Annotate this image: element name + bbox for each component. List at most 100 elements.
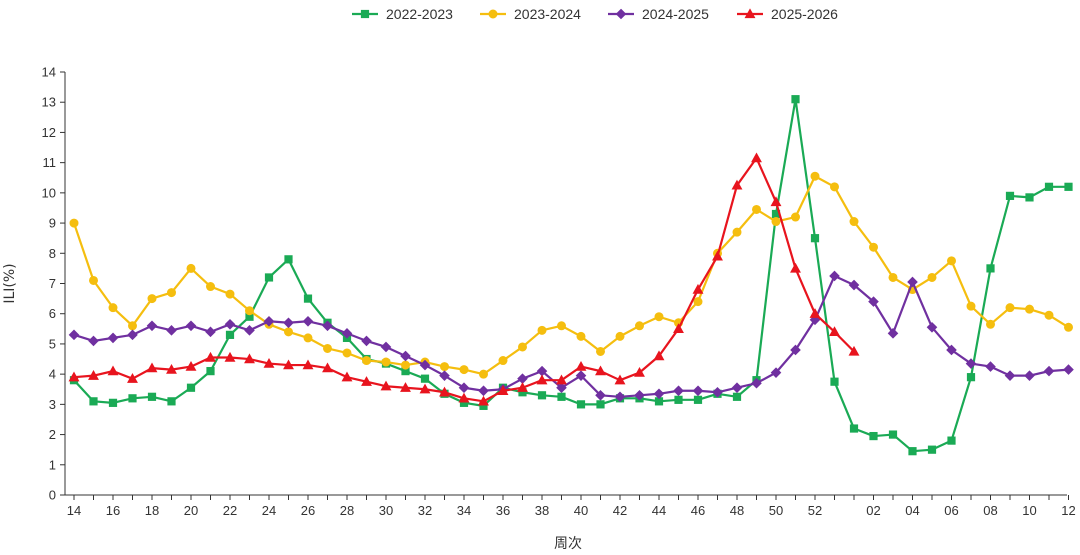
data-point-2023-2024	[849, 217, 859, 227]
data-point-2025-2026	[536, 374, 548, 385]
legend-item-2024-2025[interactable]: 2024-2025	[608, 6, 709, 22]
data-point-2022-2023	[89, 397, 98, 406]
legend-label: 2024-2025	[642, 6, 709, 22]
data-point-2022-2023	[1005, 191, 1015, 200]
data-point-2024-2025	[458, 382, 470, 394]
data-point-2022-2023	[167, 397, 176, 406]
x-tick-label: 38	[535, 503, 549, 518]
data-point-2022-2023	[206, 367, 215, 376]
data-point-2024-2025	[244, 325, 255, 336]
data-point-2023-2024	[927, 272, 937, 282]
legend-label: 2022-2023	[386, 6, 453, 22]
data-point-2022-2023	[1025, 193, 1034, 202]
data-point-2025-2026	[224, 351, 236, 362]
data-point-2022-2023	[420, 374, 430, 383]
legend-item-2023-2024[interactable]: 2023-2024	[480, 6, 581, 22]
data-point-2023-2024	[732, 227, 742, 237]
data-point-2022-2023	[791, 95, 800, 104]
data-point-2025-2026	[302, 359, 314, 370]
data-point-2023-2024	[693, 297, 703, 307]
y-tick-label: 0	[49, 488, 56, 503]
data-point-2025-2026	[419, 383, 431, 394]
x-tick-label: 48	[730, 503, 744, 518]
data-point-2022-2023	[225, 330, 235, 339]
data-point-2023-2024	[771, 217, 781, 227]
data-point-2024-2025	[439, 370, 450, 381]
data-point-2023-2024	[89, 275, 98, 285]
data-point-2024-2025	[653, 388, 665, 400]
data-point-2025-2026	[322, 362, 333, 373]
data-point-2024-2025	[946, 344, 957, 356]
data-point-2024-2025	[478, 385, 489, 397]
x-tick-label: 42	[613, 503, 627, 518]
data-point-2023-2024	[869, 242, 878, 252]
series-layer	[68, 95, 1074, 456]
data-point-2022-2023	[303, 294, 313, 303]
data-point-2022-2023	[1064, 182, 1073, 191]
data-point-2023-2024	[362, 356, 371, 366]
data-point-2025-2026	[400, 382, 411, 392]
x-tick-label: 52	[808, 503, 822, 518]
data-point-2022-2023	[596, 400, 605, 409]
data-point-2025-2026	[692, 283, 704, 294]
data-point-2025-2026	[380, 380, 392, 391]
data-point-2024-2025	[283, 317, 294, 329]
data-point-2023-2024	[791, 212, 800, 222]
data-point-2025-2026	[653, 350, 665, 361]
data-point-2022-2023	[128, 394, 137, 403]
y-axis-title: ILI(%)	[2, 263, 18, 303]
data-point-2022-2023	[576, 400, 586, 409]
y-tick-label: 7	[49, 276, 56, 291]
data-point-2023-2024	[810, 171, 820, 181]
data-point-2024-2025	[263, 315, 275, 327]
data-point-2024-2025	[1004, 370, 1016, 381]
data-point-2025-2026	[712, 250, 723, 261]
legend-item-2025-2026[interactable]: 2025-2026	[737, 6, 838, 22]
data-point-2024-2025	[166, 325, 177, 336]
data-point-2024-2025	[556, 382, 567, 394]
data-point-2024-2025	[400, 350, 411, 362]
data-point-2023-2024	[947, 256, 956, 266]
data-point-2024-2025	[770, 367, 782, 378]
y-tick-label: 10	[42, 185, 56, 200]
data-point-2024-2025	[614, 391, 626, 403]
data-point-2025-2026	[575, 360, 587, 371]
data-point-2023-2024	[1064, 322, 1073, 332]
data-point-2023-2024	[440, 362, 449, 372]
legend-item-2022-2023[interactable]: 2022-2023	[352, 6, 453, 22]
data-point-2023-2024	[342, 348, 352, 358]
data-point-2023-2024	[966, 301, 976, 311]
data-point-2023-2024	[479, 369, 488, 379]
x-tick-label: 02	[866, 503, 880, 518]
data-point-2023-2024	[557, 321, 566, 331]
data-point-2023-2024	[596, 346, 605, 356]
data-point-2024-2025	[751, 377, 762, 389]
data-point-2025-2026	[439, 386, 450, 397]
data-point-2024-2025	[829, 270, 840, 282]
data-point-2024-2025	[848, 279, 860, 291]
x-axis: 14 16 18 20 22 24 26 28 30 32 34 36 38 40 42 44 46 48 50 52…	[65, 494, 1076, 518]
data-point-2025-2026	[458, 392, 470, 403]
data-point-2022-2023	[986, 264, 995, 273]
data-point-2023-2024	[635, 321, 644, 331]
y-tick-label: 9	[49, 216, 56, 231]
data-point-2023-2024	[537, 325, 547, 335]
x-tick-label: 36	[496, 503, 510, 518]
data-point-2025-2026	[341, 371, 353, 382]
x-tick-label: 34	[457, 503, 471, 518]
data-point-2025-2026	[829, 326, 840, 337]
data-point-2025-2026	[595, 365, 606, 376]
data-point-2022-2023	[186, 383, 196, 392]
data-point-2022-2023	[869, 431, 878, 441]
x-tick-label: 46	[691, 503, 705, 518]
data-point-2024-2025	[146, 320, 158, 332]
data-point-2023-2024	[128, 321, 137, 331]
y-tick-label: 13	[42, 95, 56, 110]
data-point-2023-2024	[888, 272, 898, 282]
data-point-2023-2024	[401, 360, 410, 370]
y-tick-label: 8	[49, 246, 56, 261]
data-point-2023-2024	[1005, 303, 1015, 313]
legend-swatch-marker	[744, 8, 756, 19]
data-point-2025-2026	[556, 374, 567, 385]
data-point-2022-2023	[810, 234, 820, 243]
